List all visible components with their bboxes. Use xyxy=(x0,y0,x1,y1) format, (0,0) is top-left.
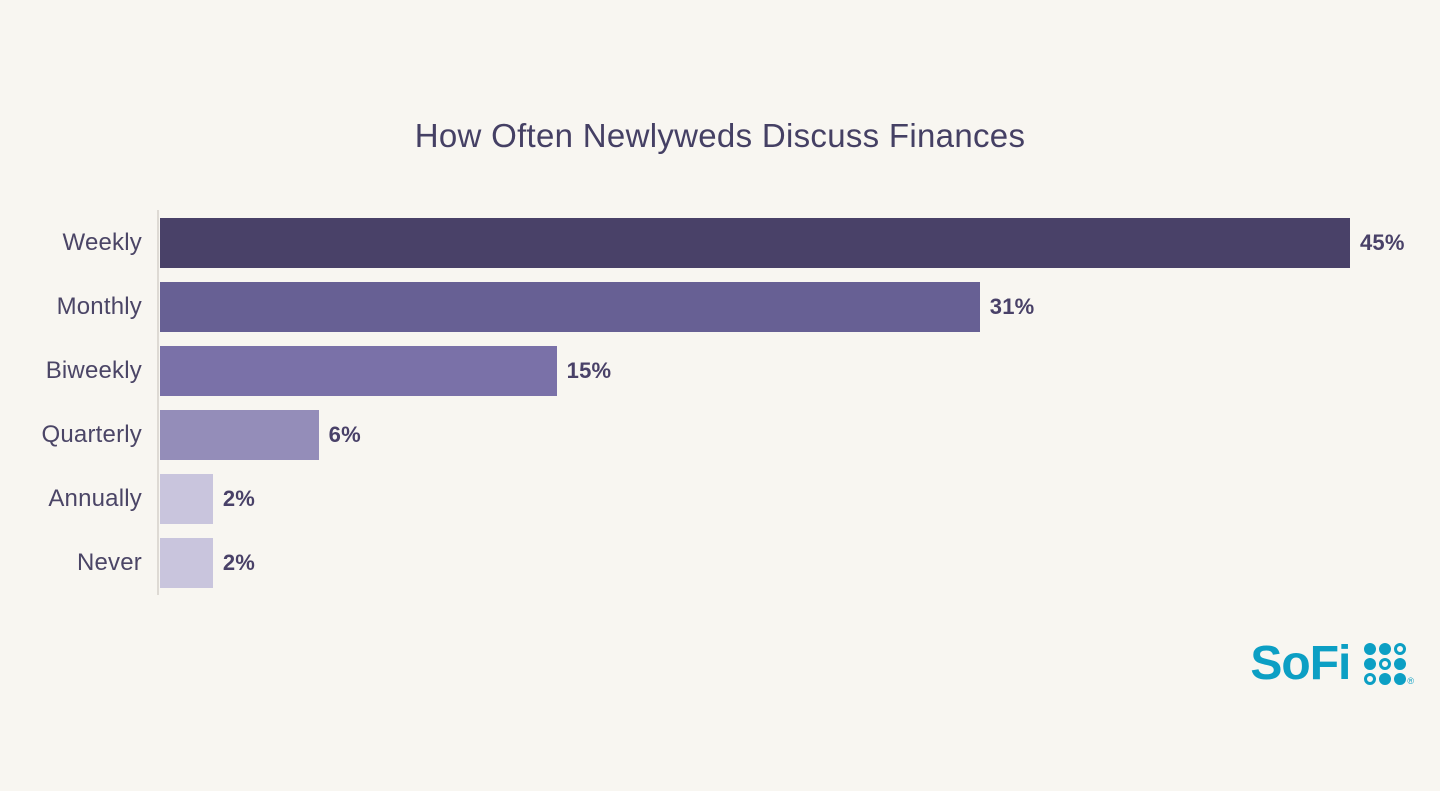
bar-row: Biweekly 15% xyxy=(0,346,1440,396)
logo-ring-dot xyxy=(1394,643,1407,655)
sofi-dots-icon xyxy=(1364,643,1407,685)
bar xyxy=(160,410,319,460)
value-label: 45% xyxy=(1360,230,1405,255)
bar-track: 2% xyxy=(160,538,1350,588)
bar-track: 45% xyxy=(160,218,1404,268)
bar xyxy=(160,218,1350,268)
category-label: Never xyxy=(76,549,142,576)
logo-ring-dot xyxy=(1379,658,1392,670)
bar xyxy=(160,346,557,396)
bar-chart: Weekly 45% Monthly 31% Biweekly 15% Quar… xyxy=(0,210,1440,602)
category-label: Monthly xyxy=(56,293,142,320)
bar-row: Weekly 45% xyxy=(0,218,1440,268)
logo-filled-dot xyxy=(1364,658,1377,670)
logo-filled-dot xyxy=(1379,643,1392,655)
logo-filled-dot xyxy=(1379,673,1392,685)
logo-filled-dot xyxy=(1364,643,1377,655)
bar-track: 6% xyxy=(160,410,1350,460)
value-label: 2% xyxy=(222,486,256,511)
logo-filled-dot xyxy=(1394,673,1407,685)
bar xyxy=(160,282,980,332)
value-label: 31% xyxy=(989,294,1035,319)
logo-filled-dot xyxy=(1394,658,1407,670)
value-label: 2% xyxy=(222,550,256,575)
bar-row: Annually 2% xyxy=(0,474,1440,524)
bar-track: 31% xyxy=(160,282,1350,332)
value-label: 15% xyxy=(566,358,612,383)
category-label: Annually xyxy=(48,485,142,512)
category-label: Weekly xyxy=(62,229,142,256)
value-label: 6% xyxy=(328,422,361,447)
bar-row: Monthly 31% xyxy=(0,282,1440,332)
bar-track: 2% xyxy=(160,474,1350,524)
sofi-logo: SoFi ® xyxy=(1250,640,1414,688)
bar-row: Never 2% xyxy=(0,538,1440,588)
y-axis-line xyxy=(157,210,159,595)
bar-row: Quarterly 6% xyxy=(0,410,1440,460)
sofi-wordmark: SoFi xyxy=(1250,637,1351,690)
bar xyxy=(160,538,213,588)
bar-track: 15% xyxy=(160,346,1350,396)
bar xyxy=(160,474,213,524)
logo-ring-dot xyxy=(1364,673,1377,685)
category-label: Quarterly xyxy=(41,421,142,448)
bar-rows: Weekly 45% Monthly 31% Biweekly 15% Quar… xyxy=(0,218,1440,588)
chart-title: How Often Newlyweds Discuss Finances xyxy=(414,117,1026,154)
category-label: Biweekly xyxy=(45,357,142,384)
registered-trademark-mark: ® xyxy=(1407,676,1414,686)
